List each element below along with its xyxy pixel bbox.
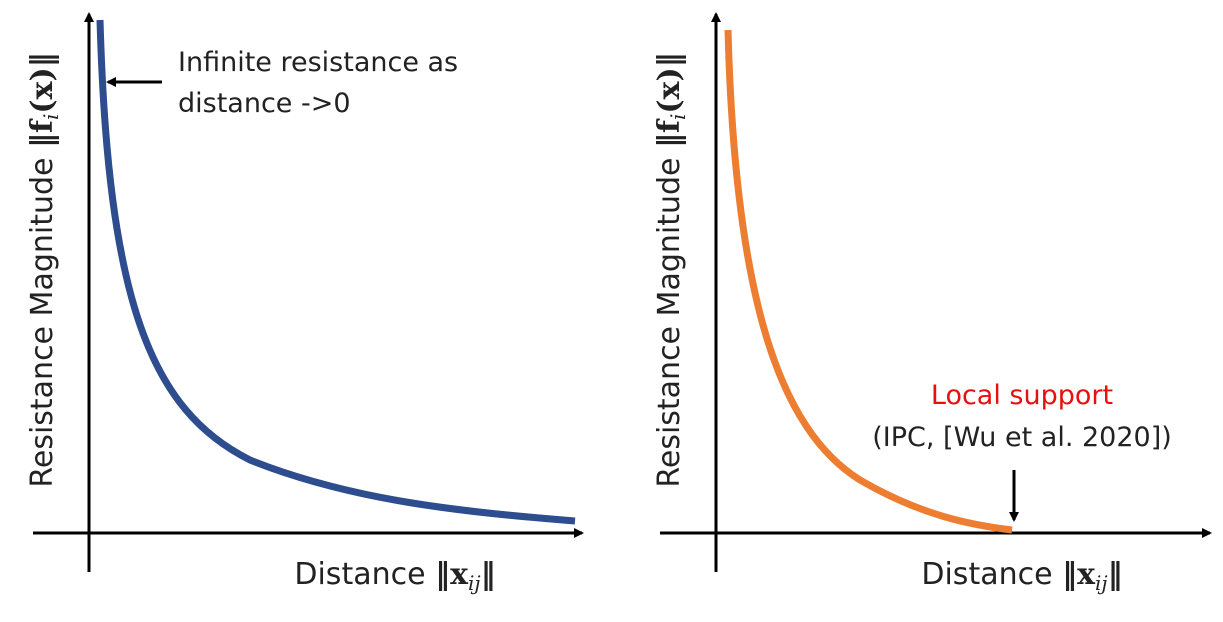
annotation: Local support [931,380,1113,411]
label-math: ‖f [652,118,687,148]
label-math: i [666,114,690,120]
label-math: i [39,114,63,120]
x-label: Distance ‖xij‖ [294,557,495,595]
curve [96,19,576,525]
annotation: (IPC, [Wu et al. 2020]) [872,422,1172,453]
label-math: (x)‖ [652,52,687,113]
label-math: ‖x [1062,557,1096,592]
y-label: Resistance Magnitude ‖fi(x)‖ [652,52,690,487]
right-panel: Local support (IPC, [Wu et al. 2020]) Re… [652,12,1212,595]
label-math: ij [468,571,481,595]
label-math: ‖f [25,118,60,148]
label-text: Distance [921,557,1052,592]
left-panel: Infinite resistance as distance ->0 Resi… [25,12,584,595]
y-label: Resistance Magnitude ‖fi(x)‖ [25,52,63,487]
label-math: ‖ [481,557,496,592]
annotation: Infinite resistance as [178,47,458,78]
label-text: Distance [294,557,425,592]
label-math: ‖ [1108,557,1123,592]
label-math: (x)‖ [25,52,60,113]
curve [724,29,1013,534]
label-text: Resistance Magnitude [652,158,687,488]
annotation: distance ->0 [178,88,351,119]
label-math: ij [1095,571,1108,595]
label-text: Resistance Magnitude [25,158,60,488]
x-label: Distance ‖xij‖ [921,557,1122,595]
label-math: ‖x [435,557,469,592]
